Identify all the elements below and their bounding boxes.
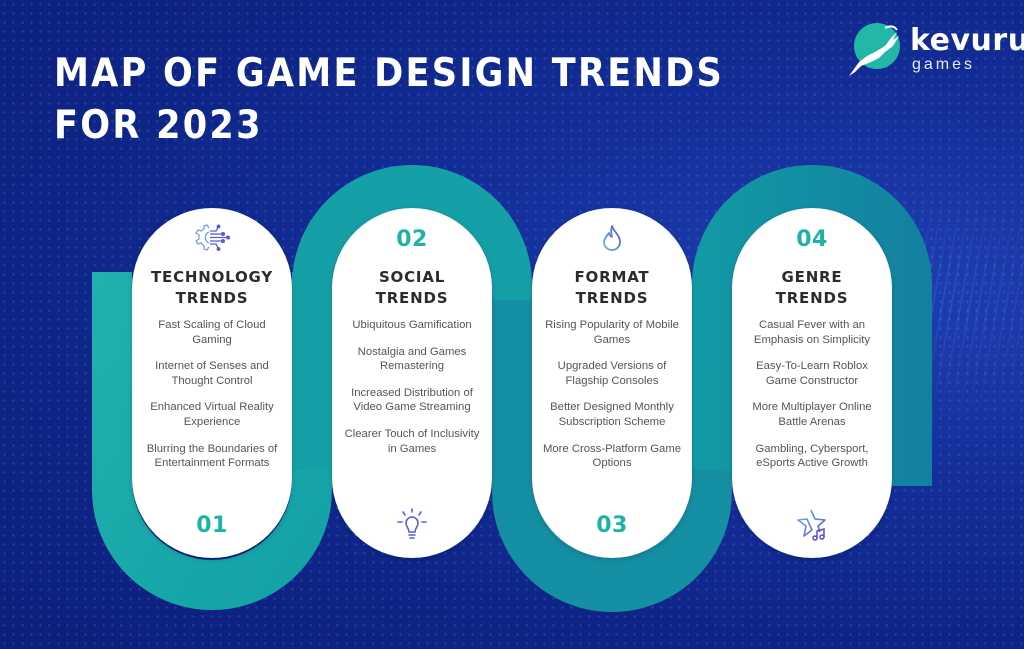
card-technology-trends: TECHNOLOGY TRENDS Fast Scaling of Cloud … bbox=[132, 208, 292, 558]
trend-item: Better Designed Monthly Subscription Sch… bbox=[550, 401, 674, 428]
trend-item: Enhanced Virtual Reality Experience bbox=[150, 401, 274, 428]
circuit-gear-icon bbox=[195, 224, 230, 251]
card-social-trends: 02 SOCIAL TRENDS Ubiquitous Gamification… bbox=[332, 208, 492, 558]
title-line-1: MAP OF GAME DESIGN TRENDS bbox=[54, 51, 725, 96]
card-number: 02 bbox=[396, 226, 428, 252]
trend-item: More Multiplayer Online Battle Arenas bbox=[752, 401, 872, 428]
trend-item: Upgraded Versions of Flagship Consoles bbox=[557, 360, 667, 387]
trend-list: Ubiquitous Gamification Nostalgia and Ga… bbox=[338, 318, 486, 468]
trend-list: Casual Fever with an Emphasis on Simplic… bbox=[738, 318, 886, 483]
kevuru-logo: kevuru games bbox=[845, 22, 1024, 78]
trend-item: Casual Fever with an Emphasis on Simplic… bbox=[753, 319, 871, 346]
trend-item: Gambling, Cybersport, eSports Active Gro… bbox=[755, 442, 869, 470]
trend-list: Fast Scaling of Cloud Gaming Internet of… bbox=[138, 318, 286, 483]
trend-item: Blurring the Boundaries of Entertainment… bbox=[146, 442, 278, 470]
card-number: 03 bbox=[596, 512, 628, 538]
card-number: 04 bbox=[796, 226, 828, 252]
leaping-deer-icon bbox=[849, 23, 900, 76]
trend-item: Clearer Touch of Inclusivity in Games bbox=[344, 427, 480, 455]
card-title: FORMAT TRENDS bbox=[574, 268, 650, 307]
star-music-icon bbox=[797, 509, 826, 541]
trend-item: Fast Scaling of Cloud Gaming bbox=[158, 319, 266, 346]
trend-list: Rising Popularity of Mobile Games Upgrad… bbox=[538, 318, 686, 483]
logo-sub: games bbox=[912, 56, 976, 73]
card-format-trends: FORMAT TRENDS Rising Popularity of Mobil… bbox=[532, 208, 692, 558]
trend-item: Rising Popularity of Mobile Games bbox=[545, 319, 679, 346]
trend-item: Nostalgia and Games Remastering bbox=[357, 345, 467, 373]
title-line-2: FOR 2023 bbox=[54, 103, 263, 148]
trend-item: Internet of Senses and Thought Control bbox=[155, 360, 269, 387]
trend-item: More Cross-Platform Game Options bbox=[542, 442, 682, 470]
page-title: MAP OF GAME DESIGN TRENDS FOR 2023 bbox=[54, 48, 724, 152]
card-title: SOCIAL TRENDS bbox=[375, 268, 449, 307]
trend-item: Increased Distribution of Video Game Str… bbox=[351, 386, 473, 414]
trend-item: Easy-To-Learn Roblox Game Constructor bbox=[756, 360, 868, 387]
card-genre-trends: 04 GENRE TRENDS Casual Fever with an Emp… bbox=[732, 208, 892, 558]
lightbulb-icon bbox=[397, 508, 427, 539]
card-title: GENRE TRENDS bbox=[775, 268, 849, 307]
card-title: TECHNOLOGY TRENDS bbox=[151, 268, 273, 307]
card-number: 01 bbox=[196, 512, 228, 538]
flame-icon bbox=[603, 225, 621, 251]
logo-word: kevuru bbox=[910, 23, 1024, 58]
trend-item: Ubiquitous Gamification bbox=[352, 319, 472, 331]
